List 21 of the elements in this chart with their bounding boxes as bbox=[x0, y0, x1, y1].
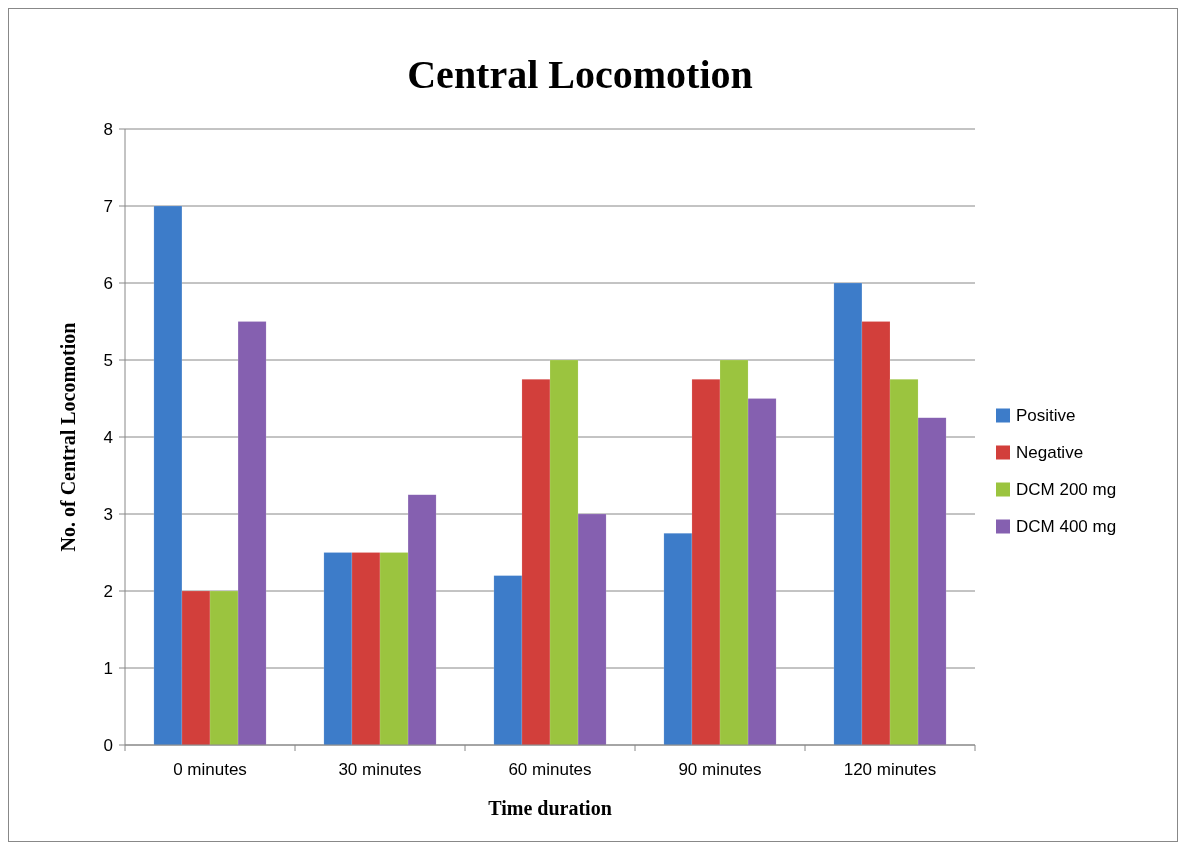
chart-title: Central Locomotion bbox=[407, 52, 753, 97]
legend-label: DCM 400 mg bbox=[1016, 517, 1117, 537]
x-tick-label: 30 minutes bbox=[338, 760, 422, 779]
y-tick-label: 0 bbox=[103, 735, 113, 755]
x-tick-label: 90 minutes bbox=[678, 760, 762, 779]
y-tick-label: 8 bbox=[103, 119, 113, 139]
x-tick-label: 120 minutes bbox=[843, 760, 937, 779]
x-axis-title: Time duration bbox=[488, 797, 612, 819]
y-tick-label: 1 bbox=[103, 658, 113, 678]
x-tick-label: 60 minutes bbox=[508, 760, 592, 779]
y-tick-label: 3 bbox=[103, 504, 113, 524]
legend-label: Negative bbox=[1016, 443, 1084, 463]
y-tick-label: 7 bbox=[103, 196, 113, 216]
legend-label: DCM 200 mg bbox=[1016, 480, 1117, 500]
x-tick-label: 0 minutes bbox=[173, 760, 247, 779]
y-axis-title: No. of Central Locomotion bbox=[57, 322, 79, 552]
legend-label: Positive bbox=[1016, 406, 1076, 426]
y-tick-label: 5 bbox=[103, 350, 113, 370]
y-tick-label: 4 bbox=[103, 427, 113, 447]
y-tick-label: 6 bbox=[103, 273, 113, 293]
y-tick-label: 2 bbox=[103, 581, 113, 601]
